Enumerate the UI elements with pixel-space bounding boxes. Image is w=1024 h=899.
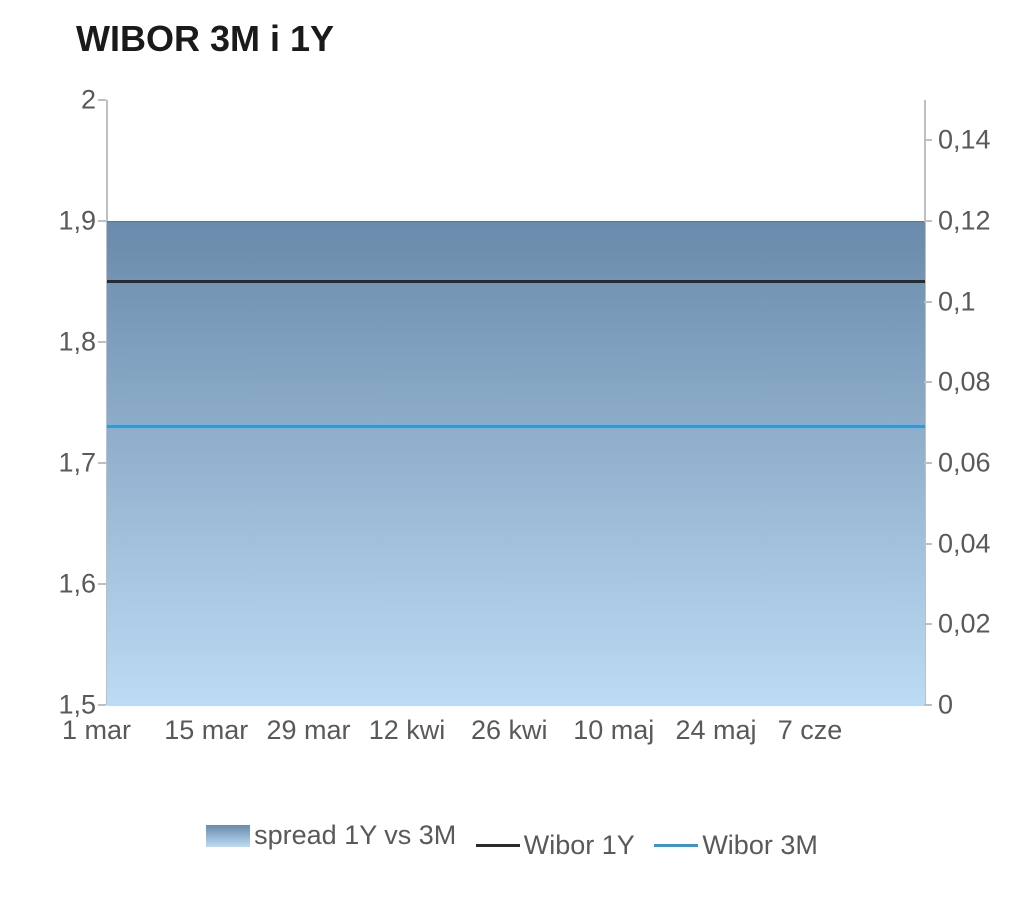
legend-label: Wibor 1Y	[524, 830, 635, 861]
y-left-label: 1,9	[6, 206, 96, 237]
x-axis-label: 15 mar	[164, 715, 248, 746]
x-axis-label: 7 cze	[778, 715, 843, 746]
legend-item-wibor1y: Wibor 1Y	[476, 830, 635, 861]
y-left-tick	[98, 462, 106, 464]
y-right-tick	[924, 220, 932, 222]
y-right-label: 0	[938, 690, 1018, 721]
y-right-label: 0,02	[938, 609, 1018, 640]
y-left-label: 2	[6, 85, 96, 116]
legend-swatch-wibor1y	[476, 844, 520, 847]
y-left-tick	[98, 220, 106, 222]
y-right-tick	[924, 543, 932, 545]
y-left-tick	[98, 99, 106, 101]
y-left-label: 1,8	[6, 327, 96, 358]
chart-title: WIBOR 3M i 1Y	[76, 18, 334, 60]
x-axis-label: 1 mar	[62, 715, 131, 746]
y-right-tick	[924, 623, 932, 625]
legend: spread 1Y vs 3M Wibor 1Y Wibor 3M	[0, 820, 1024, 861]
y-right-label: 0,06	[938, 448, 1018, 479]
series-spread-area	[107, 221, 925, 706]
y-right-tick	[924, 381, 932, 383]
y-right-label: 0,12	[938, 206, 1018, 237]
y-right-tick	[924, 704, 932, 706]
y-right-tick	[924, 462, 932, 464]
legend-swatch-spread	[206, 825, 250, 847]
legend-item-wibor3m: Wibor 3M	[654, 830, 818, 861]
legend-swatch-wibor3m	[654, 844, 698, 847]
legend-item-spread: spread 1Y vs 3M	[206, 820, 456, 851]
y-right-label: 0,08	[938, 367, 1018, 398]
y-left-tick	[98, 583, 106, 585]
y-left-tick	[98, 704, 106, 706]
x-axis-label: 29 mar	[267, 715, 351, 746]
legend-label: Wibor 3M	[702, 830, 818, 861]
y-left-label: 1,7	[6, 448, 96, 479]
legend-label: spread 1Y vs 3M	[254, 820, 456, 851]
wibor-chart: WIBOR 3M i 1Y 1,51,61,71,81,92 00,020,04…	[0, 0, 1024, 899]
y-right-label: 0,14	[938, 125, 1018, 156]
y-right-label: 0,1	[938, 286, 1018, 317]
x-axis-label: 24 maj	[676, 715, 757, 746]
x-axis-label: 26 kwi	[471, 715, 548, 746]
y-right-label: 0,04	[938, 528, 1018, 559]
plot-area	[106, 100, 925, 705]
series-wibor-3m-line	[107, 425, 925, 428]
y-right-tick	[924, 139, 932, 141]
y-left-label: 1,6	[6, 569, 96, 600]
x-axis-label: 10 maj	[573, 715, 654, 746]
y-left-tick	[98, 341, 106, 343]
x-axis-label: 12 kwi	[369, 715, 446, 746]
y-right-tick	[924, 301, 932, 303]
series-wibor-1y-line	[107, 280, 925, 283]
